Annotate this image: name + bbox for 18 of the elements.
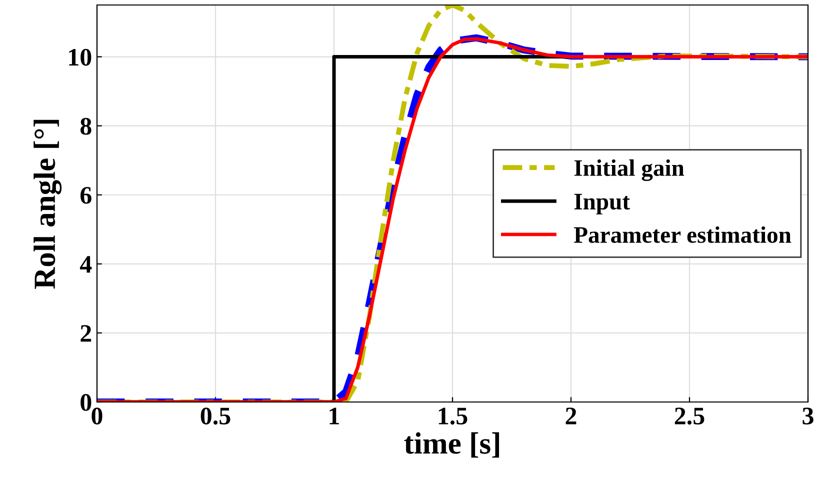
x-tick-label: 1: [330, 408, 339, 424]
x-tick-label: 1.5: [438, 408, 468, 425]
y-tick-label: 6: [80, 186, 92, 204]
legend-label: Initial gain: [574, 159, 684, 182]
x-tick-label: 2: [566, 408, 576, 424]
y-tick-label: 8: [80, 118, 92, 135]
legend-label: Parameter estimation: [574, 226, 792, 243]
y-tick-label: 0: [80, 394, 92, 411]
legend-label: Input: [574, 194, 630, 214]
y-tick-label: 10: [69, 48, 92, 66]
y-tick-label: 4: [80, 256, 92, 273]
x-tick-label: 0.5: [200, 408, 230, 425]
x-tick-label: 2.5: [674, 408, 704, 425]
x-tick-label: 0: [92, 408, 102, 424]
x-axis-title: time [s]: [404, 432, 500, 458]
x-tick-label: 3: [802, 408, 814, 424]
y-axis-title: Roll angle [°]: [34, 120, 62, 289]
y-tick-label: 2: [80, 325, 92, 342]
